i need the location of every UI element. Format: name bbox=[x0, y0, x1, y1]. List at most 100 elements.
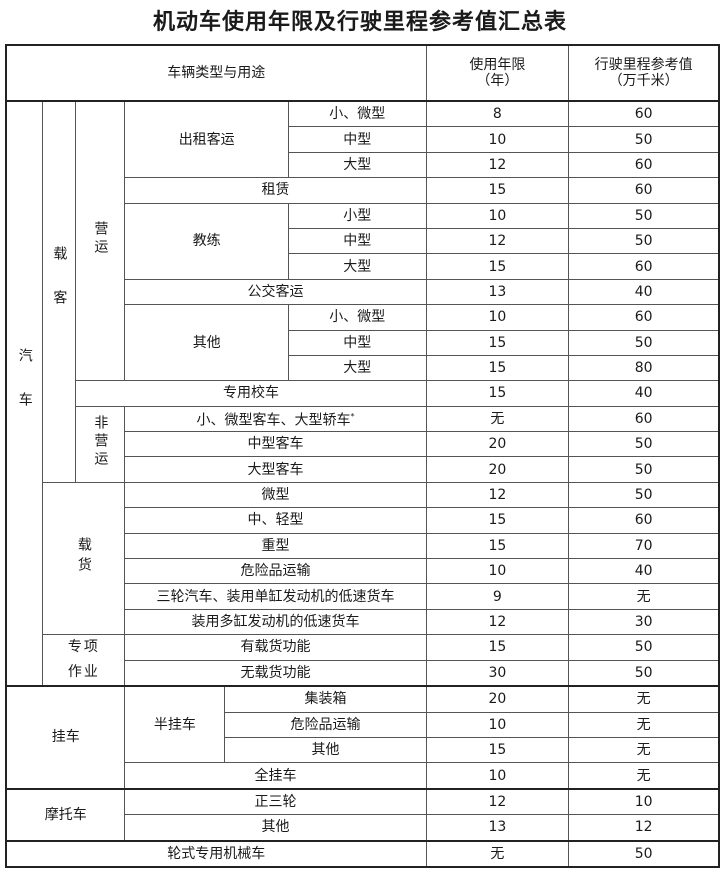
row-years: 10 bbox=[425, 558, 570, 585]
group-car-label: 汽车 bbox=[16, 347, 33, 436]
group-commercial: 营运 bbox=[75, 100, 126, 382]
row-label: 其他 bbox=[124, 814, 427, 842]
row-label: 轮式专用机械车 bbox=[5, 839, 427, 868]
table-row: 其他 小、微型 10 60 bbox=[6, 304, 720, 382]
row-years: 15 bbox=[425, 380, 570, 407]
header-row: 车辆类型与用途 使用年限 （年） 行驶里程参考值 （万千米） bbox=[5, 44, 720, 102]
row-mileage: 50 bbox=[568, 481, 720, 509]
table-row: 危险品运输 10 40 bbox=[6, 558, 720, 585]
table-row: 中型 12 50 bbox=[6, 227, 720, 255]
row-label: 小、微型客车、大型轿车* bbox=[124, 405, 427, 433]
table-row: 摩托车 正三轮 12 10 bbox=[5, 787, 720, 842]
row-mileage: 无 bbox=[568, 685, 720, 713]
row-label: 小、微型 bbox=[287, 100, 427, 128]
row-label: 大型客车 bbox=[124, 456, 427, 483]
row-mileage: 40 bbox=[568, 380, 720, 407]
group-noncommercial: 非营运 bbox=[75, 405, 126, 483]
row-mileage: 60 bbox=[568, 507, 720, 534]
row-label: 租赁 bbox=[124, 177, 427, 204]
header-years: 使用年限 （年） bbox=[425, 44, 570, 102]
row-label: 专用校车 bbox=[75, 380, 427, 407]
row-mileage: 60 bbox=[568, 253, 720, 280]
row-years: 15 bbox=[425, 177, 570, 204]
row-years: 15 bbox=[425, 634, 570, 661]
group-noncommercial-label: 非营运 bbox=[92, 415, 109, 470]
row-mileage: 80 bbox=[568, 354, 720, 382]
row-label: 中型客车 bbox=[124, 431, 427, 458]
row-mileage: 50 bbox=[568, 839, 720, 868]
row-years: 10 bbox=[425, 762, 570, 790]
row-mileage: 10 bbox=[568, 787, 720, 816]
table-row: 其他 13 12 bbox=[6, 814, 720, 842]
group-motorcycle: 摩托车 bbox=[5, 787, 126, 842]
footnote-marker: * bbox=[350, 412, 355, 422]
header-mileage-line2: （万千米） bbox=[608, 73, 679, 89]
row-years: 9 bbox=[425, 583, 570, 610]
table-row: 教练 小型 10 50 bbox=[6, 202, 720, 280]
row-label: 无载货功能 bbox=[124, 659, 427, 687]
row-mileage: 40 bbox=[568, 278, 720, 306]
row-label: 集装箱 bbox=[224, 685, 427, 713]
row-label: 小型 bbox=[287, 202, 427, 229]
row-years: 12 bbox=[425, 151, 570, 179]
header-mileage: 行驶里程参考值 （万千米） bbox=[568, 44, 720, 102]
row-years: 20 bbox=[425, 685, 570, 713]
row-years: 12 bbox=[425, 481, 570, 509]
table-row: 其他 15 无 bbox=[6, 736, 720, 764]
row-years: 20 bbox=[425, 456, 570, 483]
row-years: 15 bbox=[425, 532, 570, 560]
row-years: 15 bbox=[425, 354, 570, 382]
group-passenger-label: 载客 bbox=[51, 245, 68, 334]
group-trailer: 挂车 bbox=[5, 685, 126, 790]
table-row: 无载货功能 30 50 bbox=[6, 659, 720, 687]
row-label: 中型 bbox=[287, 126, 427, 153]
table-row: 租赁 15 60 bbox=[6, 177, 720, 204]
row-label: 三轮汽车、装用单缸发动机的低速货车 bbox=[124, 583, 427, 610]
row-mileage: 50 bbox=[568, 126, 720, 153]
row-label: 有载货功能 bbox=[124, 634, 427, 661]
row-mileage: 无 bbox=[568, 583, 720, 610]
row-years: 10 bbox=[425, 126, 570, 153]
row-label: 重型 bbox=[124, 532, 427, 560]
row-mileage: 50 bbox=[568, 329, 720, 356]
row-years: 12 bbox=[425, 787, 570, 816]
row-label: 装用多缸发动机的低速货车 bbox=[124, 608, 427, 636]
table-row: 中型 15 50 bbox=[6, 329, 720, 356]
row-label: 其他 bbox=[224, 736, 427, 764]
table-row: 大型 15 80 bbox=[6, 354, 720, 382]
row-mileage: 无 bbox=[568, 736, 720, 764]
table-row: 汽车 载客 营运 出租客运 小、微型 8 60 bbox=[5, 100, 720, 687]
row-label: 危险品运输 bbox=[224, 711, 427, 738]
header-category: 车辆类型与用途 bbox=[5, 44, 427, 102]
header-years-line1: 使用年限 bbox=[469, 57, 526, 73]
row-years: 12 bbox=[425, 227, 570, 255]
group-semitrailer: 半挂车 bbox=[124, 685, 226, 764]
group-other: 其他 bbox=[124, 304, 289, 382]
row-years: 30 bbox=[425, 659, 570, 687]
table-row: 轮式专用机械车无 50 bbox=[5, 839, 720, 868]
row-label: 全挂车 bbox=[124, 762, 427, 790]
row-years: 10 bbox=[425, 202, 570, 229]
row-label: 危险品运输 bbox=[124, 558, 427, 585]
group-commercial-label: 营运 bbox=[92, 221, 109, 258]
row-years: 15 bbox=[425, 736, 570, 764]
table-row: 专项作业 有载货功能 15 50 bbox=[6, 634, 720, 687]
row-years: 15 bbox=[425, 507, 570, 534]
table-row: 大型 15 60 bbox=[6, 253, 720, 280]
row-label: 微型 bbox=[124, 481, 427, 509]
row-label: 大型 bbox=[287, 151, 427, 179]
row-label: 公交客运 bbox=[124, 278, 427, 306]
table-row: 大型 12 60 bbox=[6, 151, 720, 179]
page-title: 机动车使用年限及行驶里程参考值汇总表 bbox=[152, 10, 567, 35]
row-years: 12 bbox=[425, 608, 570, 636]
row-mileage: 60 bbox=[568, 304, 720, 331]
row-years: 13 bbox=[425, 278, 570, 306]
table-row: 载货 微型 12 50 bbox=[6, 481, 720, 636]
row-mileage: 60 bbox=[568, 100, 720, 128]
table-row: 非营运 小、微型客车、大型轿车* 无 60 bbox=[6, 405, 720, 483]
row-mileage: 40 bbox=[568, 558, 720, 585]
row-years: 8 bbox=[425, 100, 570, 128]
row-years: 13 bbox=[425, 814, 570, 842]
row-label-text: 小、微型客车、大型轿车 bbox=[196, 412, 351, 429]
table-row: 中、轻型 15 60 bbox=[6, 507, 720, 534]
